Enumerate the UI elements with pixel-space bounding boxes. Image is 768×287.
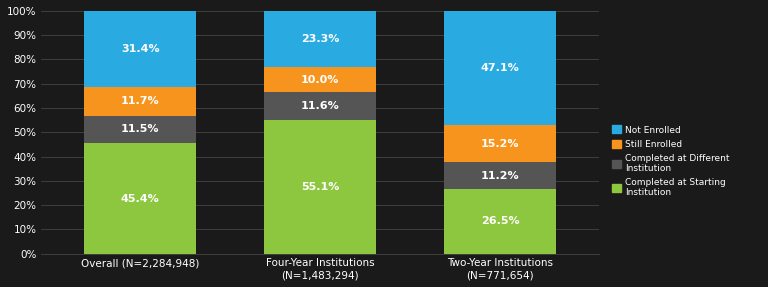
Bar [445, 162, 556, 189]
Text: 11.6%: 11.6% [301, 101, 339, 111]
Legend: Not Enrolled, Still Enrolled, Completed at Different
Institution, Completed at S: Not Enrolled, Still Enrolled, Completed … [609, 123, 733, 200]
Bar [264, 67, 376, 92]
Text: 55.1%: 55.1% [301, 182, 339, 192]
Bar [84, 144, 196, 254]
Bar [84, 87, 196, 116]
Text: 10.0%: 10.0% [301, 75, 339, 85]
Text: 11.5%: 11.5% [121, 125, 160, 135]
Text: 15.2%: 15.2% [481, 139, 519, 149]
Text: 23.3%: 23.3% [301, 34, 339, 44]
Bar [445, 11, 556, 125]
Text: 45.4%: 45.4% [121, 193, 160, 203]
Text: 11.7%: 11.7% [121, 96, 160, 106]
Bar [84, 11, 196, 87]
Text: 47.1%: 47.1% [481, 63, 519, 73]
Bar [264, 11, 376, 67]
Bar [445, 125, 556, 162]
Bar [84, 116, 196, 144]
Text: 11.2%: 11.2% [481, 171, 519, 181]
Text: 31.4%: 31.4% [121, 44, 160, 54]
Bar [264, 92, 376, 120]
Text: 26.5%: 26.5% [481, 216, 519, 226]
Bar [264, 120, 376, 254]
Bar [445, 189, 556, 254]
